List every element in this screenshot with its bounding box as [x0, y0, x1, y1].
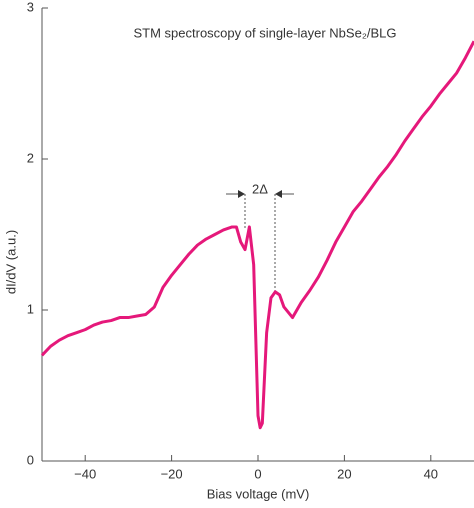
- y-tick-label: 3: [27, 0, 34, 14]
- y-axis-label: dI/dV (a.u.): [3, 230, 18, 294]
- x-tick-label: 20: [337, 466, 351, 481]
- x-axis-label: Bias voltage (mV): [207, 486, 310, 501]
- annotation-label: 2Δ: [252, 181, 268, 196]
- chart-title: STM spectroscopy of single-layer NbSe₂/B…: [134, 25, 397, 40]
- arrow-head: [238, 190, 245, 198]
- y-tick-label: 1: [27, 301, 34, 316]
- x-tick-label: −40: [74, 466, 96, 481]
- gap-annotation: 2Δ: [226, 181, 294, 292]
- x-tick-label: 0: [254, 466, 261, 481]
- x-tick-label: 40: [424, 466, 438, 481]
- data-line: [40, 40, 474, 430]
- y-tick-label: 2: [27, 150, 34, 165]
- y-tick-label: 0: [27, 452, 34, 467]
- arrow-head: [275, 190, 282, 198]
- x-tick-label: −20: [161, 466, 183, 481]
